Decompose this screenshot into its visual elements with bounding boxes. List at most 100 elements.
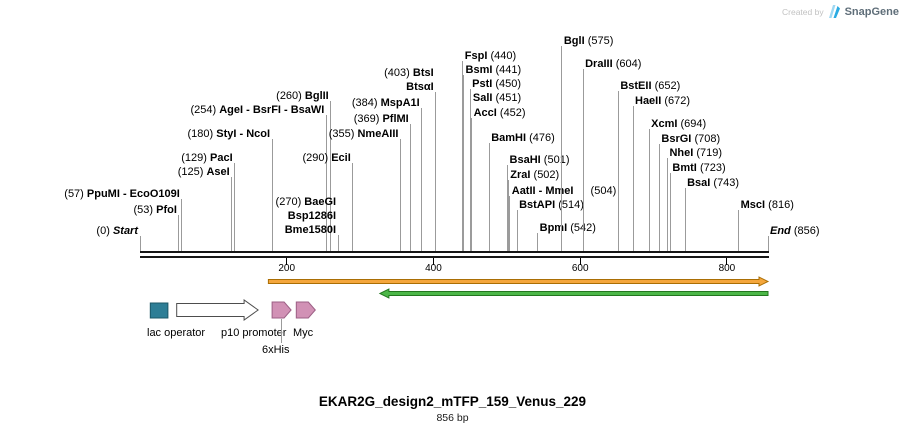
enzyme-name: NmeAIII	[357, 128, 399, 140]
cut-site-connector-line	[330, 101, 332, 251]
feature-label[interactable]: lac operator	[147, 327, 206, 339]
restriction-site-label[interactable]: (57) PpuMI - EcoO109I	[64, 187, 180, 201]
restriction-site-label[interactable]: DraIII (604)	[585, 57, 641, 71]
sequence-terminus-label[interactable]: (0) Start	[96, 224, 138, 238]
site-position: (604)	[615, 58, 642, 70]
lac-operator-feature[interactable]	[149, 302, 169, 319]
restriction-site-label[interactable]: BsaHI (501)	[510, 153, 570, 167]
myc-tag-feature[interactable]	[295, 301, 316, 319]
feature-label[interactable]: p10 promoter	[221, 327, 287, 339]
scale-tick-label: 600	[571, 263, 589, 274]
snapgene-credit: Created by SnapGene	[782, 4, 899, 19]
site-position: (0)	[96, 225, 110, 237]
restriction-site-label[interactable]: ZraI (502)	[510, 168, 559, 182]
enzyme-name: Bsp1286I	[287, 210, 337, 222]
restriction-site-label[interactable]: (180) StyI - NcoI	[188, 127, 271, 141]
cut-site-connector-line	[666, 158, 668, 251]
his6-tag-feature[interactable]	[271, 301, 292, 319]
restriction-site-label[interactable]: SalI (451)	[473, 91, 521, 105]
enzyme-name: AatII - MmeI	[511, 185, 574, 197]
site-position: (501)	[543, 154, 570, 166]
cut-site-connector-line	[469, 89, 471, 251]
cut-site-connector-line	[399, 139, 401, 251]
restriction-site-label[interactable]: BmtI (723)	[672, 161, 725, 175]
site-position: (384)	[351, 97, 378, 109]
restriction-site-label[interactable]: (384) MspA1I	[352, 96, 420, 110]
cut-site-connector-line	[178, 215, 180, 251]
restriction-site-label[interactable]: NheI (719)	[669, 146, 722, 160]
restriction-site-label[interactable]: (355) NmeAIII	[329, 127, 399, 141]
site-position: (694)	[680, 118, 707, 130]
restriction-site-label[interactable]: BpmI (542)	[540, 221, 596, 235]
restriction-site-label[interactable]: AatII - MmeI (504)	[512, 184, 616, 198]
cut-site-connector-line	[658, 144, 660, 251]
scale-tick-label: 800	[718, 263, 736, 274]
cut-site-connector-line	[507, 180, 509, 251]
reverse-strand-arrow-feature[interactable]	[378, 288, 769, 299]
site-position: (355)	[328, 128, 355, 140]
restriction-site-label[interactable]: (403) BtsI BtsαI	[384, 66, 434, 94]
cut-site-connector-line	[421, 108, 423, 251]
sequence-line[interactable]	[140, 251, 769, 258]
restriction-site-label[interactable]: BstAPI (514)	[519, 198, 584, 212]
site-position: (270)	[275, 196, 302, 208]
enzyme-name: BglI	[563, 35, 585, 47]
forward-strand-arrow-feature[interactable]	[267, 276, 770, 287]
restriction-site-label[interactable]: BsmI (441)	[466, 63, 522, 77]
cut-site-connector-line	[231, 177, 233, 251]
restriction-site-label[interactable]: (260) BglII	[276, 89, 329, 103]
restriction-site-label[interactable]: PstI (450)	[472, 77, 521, 91]
restriction-site-label[interactable]: XcmI (694)	[651, 117, 706, 131]
site-position: (672)	[664, 95, 691, 107]
site-position: (451)	[495, 92, 522, 104]
restriction-site-label[interactable]: BsaI (743)	[687, 176, 739, 190]
cut-site-connector-line	[632, 106, 634, 251]
cut-site-connector-line	[509, 196, 511, 251]
site-position: (260)	[276, 90, 302, 102]
restriction-site-label[interactable]: BsrGI (708)	[661, 132, 720, 146]
restriction-site-label[interactable]: HaeII (672)	[635, 94, 690, 108]
cut-site-connector-line	[410, 124, 412, 251]
cut-site-connector-line	[516, 210, 518, 251]
cut-site-connector-line	[507, 165, 509, 251]
restriction-site-label[interactable]: (53) PfoI	[133, 203, 176, 217]
enzyme-name: BaeGI	[304, 196, 337, 208]
p10-promoter-feature[interactable]	[176, 299, 259, 321]
cut-site-connector-line	[561, 46, 563, 251]
site-position: (53)	[133, 204, 154, 216]
restriction-site-label[interactable]: (254) AgeI - BsrFI - BsaWI	[190, 103, 324, 117]
restriction-site-label[interactable]: (290) EciI	[302, 151, 350, 165]
restriction-site-label[interactable]: (270) BaeGI Bsp1286I Bme1580I	[276, 195, 337, 237]
feature-label[interactable]: 6xHis	[262, 344, 290, 356]
restriction-site-label[interactable]: (125) AseI	[178, 165, 230, 179]
site-position: (403)	[384, 67, 410, 79]
restriction-site-label[interactable]: AccI (452)	[474, 106, 526, 120]
construct-title: EKAR2G_design2_mTFP_159_Venus_229	[318, 394, 587, 409]
restriction-site-label[interactable]: MscI (816)	[741, 198, 794, 212]
restriction-site-label[interactable]: BstEII (652)	[620, 79, 680, 93]
enzyme-name: PacI	[210, 152, 233, 164]
scale-tick	[432, 258, 434, 265]
site-position: (816)	[768, 199, 794, 211]
enzyme-name: AccI	[473, 107, 497, 119]
construct-length: 856 bp	[436, 412, 469, 424]
enzyme-name: MscI	[740, 199, 766, 211]
enzyme-name: BtsαI	[406, 81, 434, 93]
restriction-site-label[interactable]: FspI (440)	[465, 49, 516, 63]
cut-site-connector-line	[767, 236, 769, 251]
cut-site-connector-line	[139, 236, 141, 251]
sequence-terminus-label[interactable]: End (856)	[770, 224, 820, 238]
restriction-site-label[interactable]: BamHI (476)	[491, 131, 555, 145]
scale-tick	[726, 258, 728, 265]
restriction-site-label[interactable]: (129) PacI	[181, 151, 232, 165]
site-position: (502)	[533, 169, 560, 181]
enzyme-name: PflMI	[382, 113, 409, 125]
enzyme-name: AseI	[206, 166, 230, 178]
enzyme-name: Bme1580I	[284, 224, 337, 236]
restriction-site-label[interactable]: BglI (575)	[564, 34, 614, 48]
cut-site-connector-line	[582, 69, 584, 251]
feature-label[interactable]: Myc	[293, 327, 314, 339]
restriction-site-label[interactable]: (369) PflMI	[354, 112, 409, 126]
site-position: (743)	[713, 177, 740, 189]
